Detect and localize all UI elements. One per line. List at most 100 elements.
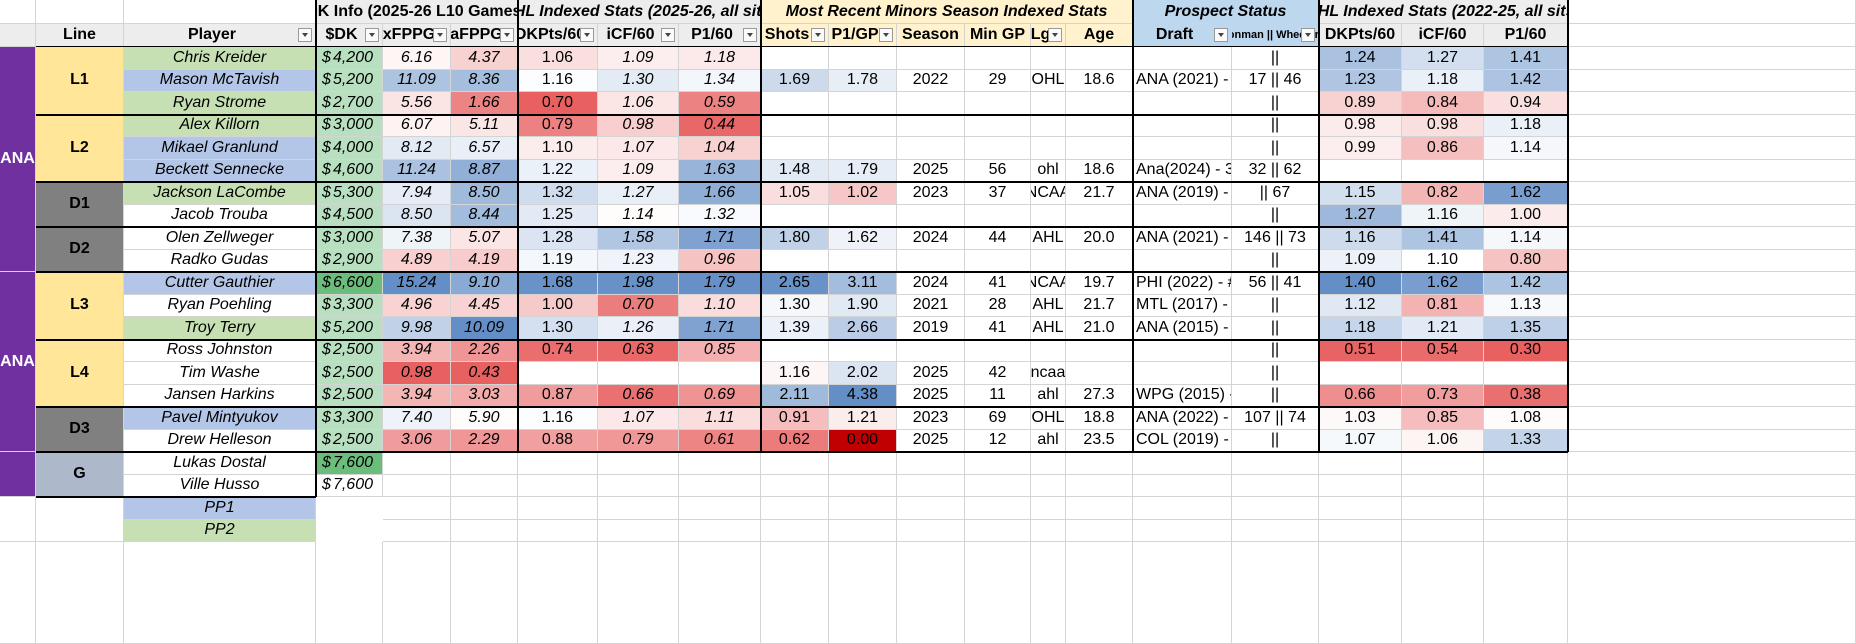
filter-dropdown-icon[interactable] [1214,28,1228,42]
season-cell [897,92,965,115]
player-name[interactable]: Drew Helleson [124,429,316,452]
player-name[interactable]: Beckett Sennecke [124,159,316,182]
player-name[interactable]: Mason McTavish [124,69,316,92]
player-name[interactable]: Jackson LaCombe [124,182,316,205]
p1gp-cell: 2.66 [829,317,897,340]
shots-cell: 1.39 [761,317,829,340]
grid-cell [36,497,124,542]
past-icf60-cell: 1.62 [1402,272,1484,295]
currency-symbol: $ [322,431,331,449]
header-season: Season [897,24,965,47]
xfppg-cell: 5.56 [383,92,451,115]
dk-salary-value: 3,300 [332,408,373,426]
grid-cell [1568,114,1856,137]
draft-cell: Ana(2024) - 3 [1133,159,1232,182]
age-cell [1066,362,1133,385]
draft-cell [1133,452,1232,475]
player-name[interactable]: Mikael Granlund [124,137,316,160]
filter-dropdown-icon[interactable] [661,28,675,42]
league-cell: ahl [1031,429,1066,452]
dk-salary: $4,500 [316,204,383,227]
filter-dropdown-icon[interactable] [500,28,514,42]
past-icf60-cell: 0.84 [1402,92,1484,115]
grid-cell [518,497,598,520]
filter-dropdown-icon[interactable] [365,28,379,42]
afppg-cell: 2.29 [451,429,518,452]
p160-cell: 1.18 [679,47,761,70]
player-name[interactable]: Pavel Mintyukov [124,407,316,430]
dkpts60-cell: 0.79 [518,114,598,137]
icf60-cell: 1.09 [598,159,679,182]
band-nhl-past: NHL Indexed Stats (2022-25, all sits) [1319,0,1568,24]
xfppg-cell: 0.98 [383,362,451,385]
dk-salary-value: 2,500 [332,431,373,449]
player-name[interactable]: Radko Gudas [124,249,316,272]
player-name[interactable]: Ryan Poehling [124,294,316,317]
dkpts60-cell: 0.87 [518,384,598,407]
player-name[interactable]: Troy Terry [124,317,316,340]
player-name[interactable]: Ville Husso [124,474,316,497]
age-cell: 21.7 [1066,182,1133,205]
player-name[interactable]: Olen Zellweger [124,227,316,250]
grid-cell [0,497,36,542]
p160-cell: 1.79 [679,272,761,295]
filter-dropdown-icon[interactable] [1048,28,1062,42]
line-label: L4 [36,339,124,407]
filter-dropdown-icon[interactable] [298,28,312,42]
past-dkpts60-cell [1319,159,1402,182]
grid-cell [1031,497,1066,520]
past-dkpts60-cell: 0.98 [1319,114,1402,137]
player-name[interactable]: Cutter Gauthier [124,272,316,295]
age-cell: 23.5 [1066,429,1133,452]
currency-symbol: $ [322,93,331,111]
xfppg-cell: 11.09 [383,69,451,92]
season-cell [897,114,965,137]
dkpts60-cell: 1.16 [518,69,598,92]
league-cell: OHL [1031,407,1066,430]
grid-cell [1568,47,1856,70]
band-prospect: Prospect Status [1133,0,1319,24]
grid-cell [518,542,598,644]
player-name[interactable]: Ross Johnston [124,339,316,362]
past-p160-cell: 1.42 [1484,69,1568,92]
dkpts60-cell: 1.25 [518,204,598,227]
filter-dropdown-icon[interactable] [879,28,893,42]
dkpts60-cell [518,362,598,385]
filter-dropdown-icon[interactable] [433,28,447,42]
mingp-cell [965,452,1031,475]
player-name[interactable]: Chris Kreider [124,47,316,70]
afppg-cell: 4.45 [451,294,518,317]
shots-cell: 0.62 [761,429,829,452]
age-cell: 21.0 [1066,317,1133,340]
grid-cell [124,0,316,24]
player-name[interactable]: Jansen Harkins [124,384,316,407]
filter-dropdown-icon[interactable] [580,28,594,42]
player-name[interactable]: Jacob Trouba [124,204,316,227]
xfppg-cell: 4.96 [383,294,451,317]
player-name[interactable]: Ryan Strome [124,92,316,115]
draft-cell: ANA (2021) - #3 [1133,69,1232,92]
mingp-cell: 37 [965,182,1031,205]
p1gp-cell: 1.78 [829,69,897,92]
player-name[interactable]: Tim Washe [124,362,316,385]
past-icf60-cell [1402,452,1484,475]
past-icf60-cell: 1.18 [1402,69,1484,92]
filter-dropdown-icon[interactable] [743,28,757,42]
past-p160-cell: 0.38 [1484,384,1568,407]
dk-salary: $3,000 [316,114,383,137]
draft-cell: ANA (2019) - #39 [1133,182,1232,205]
icf60-cell: 0.98 [598,114,679,137]
afppg-cell: 8.87 [451,159,518,182]
grid-cell [124,542,316,644]
shots-cell: 1.30 [761,294,829,317]
filter-dropdown-icon[interactable] [1301,28,1315,42]
afppg-cell: 6.57 [451,137,518,160]
pronman-cell: || [1232,429,1319,452]
afppg-cell: 9.10 [451,272,518,295]
player-name[interactable]: Lukas Dostal [124,452,316,475]
p1gp-cell: 1.90 [829,294,897,317]
p1gp-cell [829,339,897,362]
player-name[interactable]: Alex Killorn [124,114,316,137]
filter-dropdown-icon[interactable] [811,28,825,42]
header-dkpts60: DKPts/60 [518,24,598,47]
